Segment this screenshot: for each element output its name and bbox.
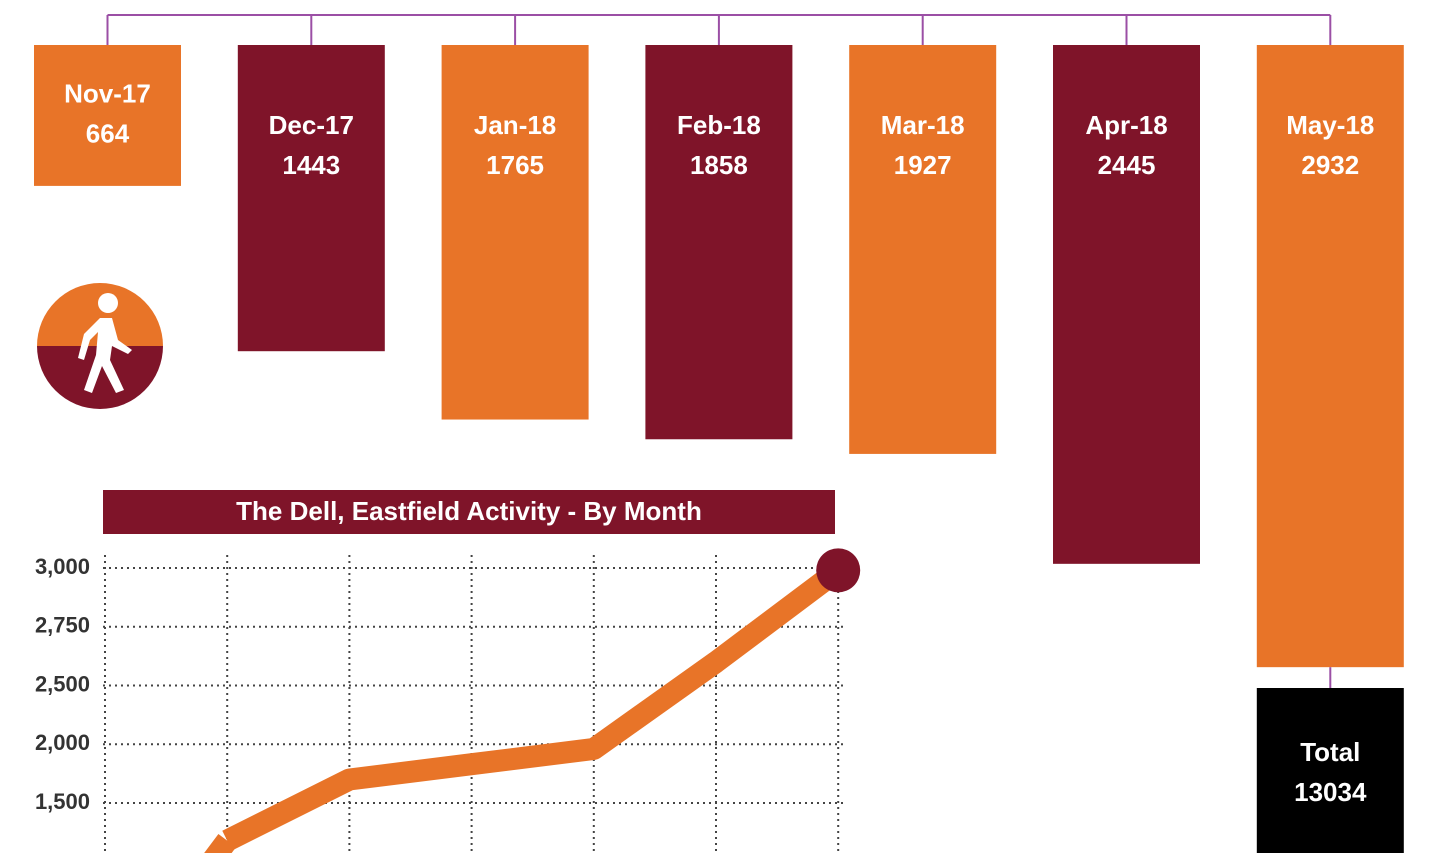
bar-value: 2932: [1301, 150, 1359, 180]
bar-category: Nov-17: [64, 78, 151, 108]
bar: [441, 45, 589, 420]
chart-title: The Dell, Eastfield Activity - By Month: [236, 496, 702, 526]
walker-icon: [37, 283, 163, 409]
bar-category: Mar-18: [881, 110, 965, 140]
total-box: [1256, 688, 1404, 853]
bar-value: 1765: [486, 150, 544, 180]
bar: [1256, 45, 1404, 668]
bar: [237, 45, 385, 352]
bar-category: Jan-18: [474, 110, 556, 140]
line-lead-in: [204, 833, 236, 853]
bar: [645, 45, 793, 440]
bar-category: Dec-17: [269, 110, 354, 140]
y-tick-label: 2,750: [35, 613, 90, 638]
bar-category: Apr-18: [1085, 110, 1167, 140]
bar-value: 1858: [690, 150, 748, 180]
bar-value: 1443: [282, 150, 340, 180]
total-value: 13034: [1294, 777, 1367, 807]
line-series: [222, 561, 845, 851]
bar-value: 664: [86, 118, 130, 148]
total-label: Total: [1300, 737, 1360, 767]
y-tick-label: 1,500: [35, 789, 90, 814]
chart-title-box: [103, 490, 835, 534]
bar: [34, 45, 181, 186]
y-tick-label: 2,500: [35, 671, 90, 696]
bar: [1053, 45, 1200, 564]
y-tick-label: 2,000: [35, 730, 90, 755]
bar-value: 1927: [894, 150, 952, 180]
bar-value: 2445: [1098, 150, 1156, 180]
bar: [849, 45, 997, 454]
y-tick-label: 3,000: [35, 554, 90, 579]
bar-category: Feb-18: [677, 110, 761, 140]
end-marker: [816, 548, 861, 593]
bar-category: May-18: [1286, 110, 1374, 140]
